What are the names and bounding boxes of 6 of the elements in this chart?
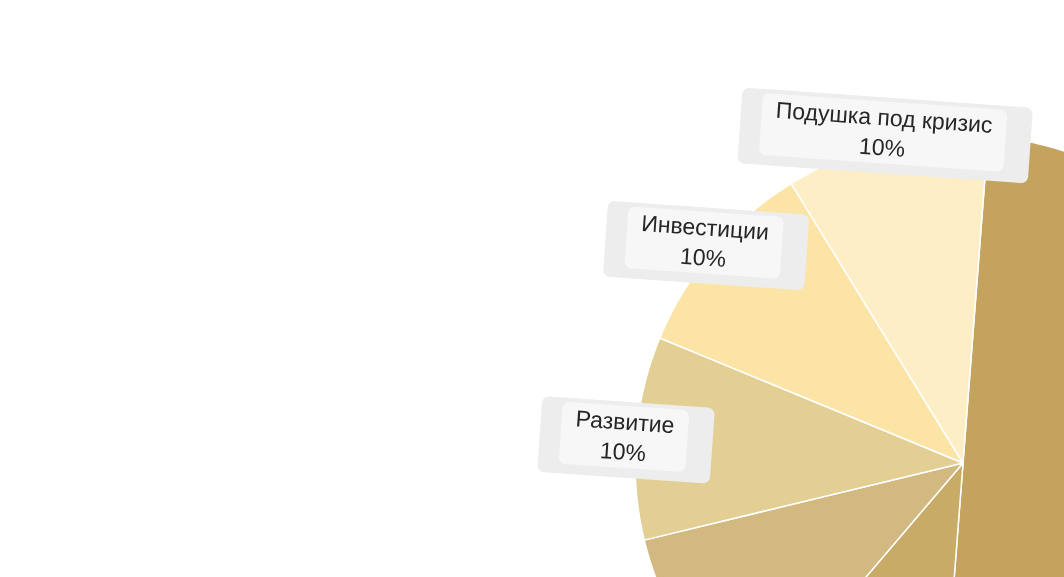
slice-label: Инвестиции [642,215,768,243]
slice-label: Подушка под кризис [777,102,992,134]
data-label: 10% [860,138,905,157]
data-label: 10% [601,442,645,462]
data-label: 10% [681,248,726,267]
slice-label: Развитие [577,410,674,433]
